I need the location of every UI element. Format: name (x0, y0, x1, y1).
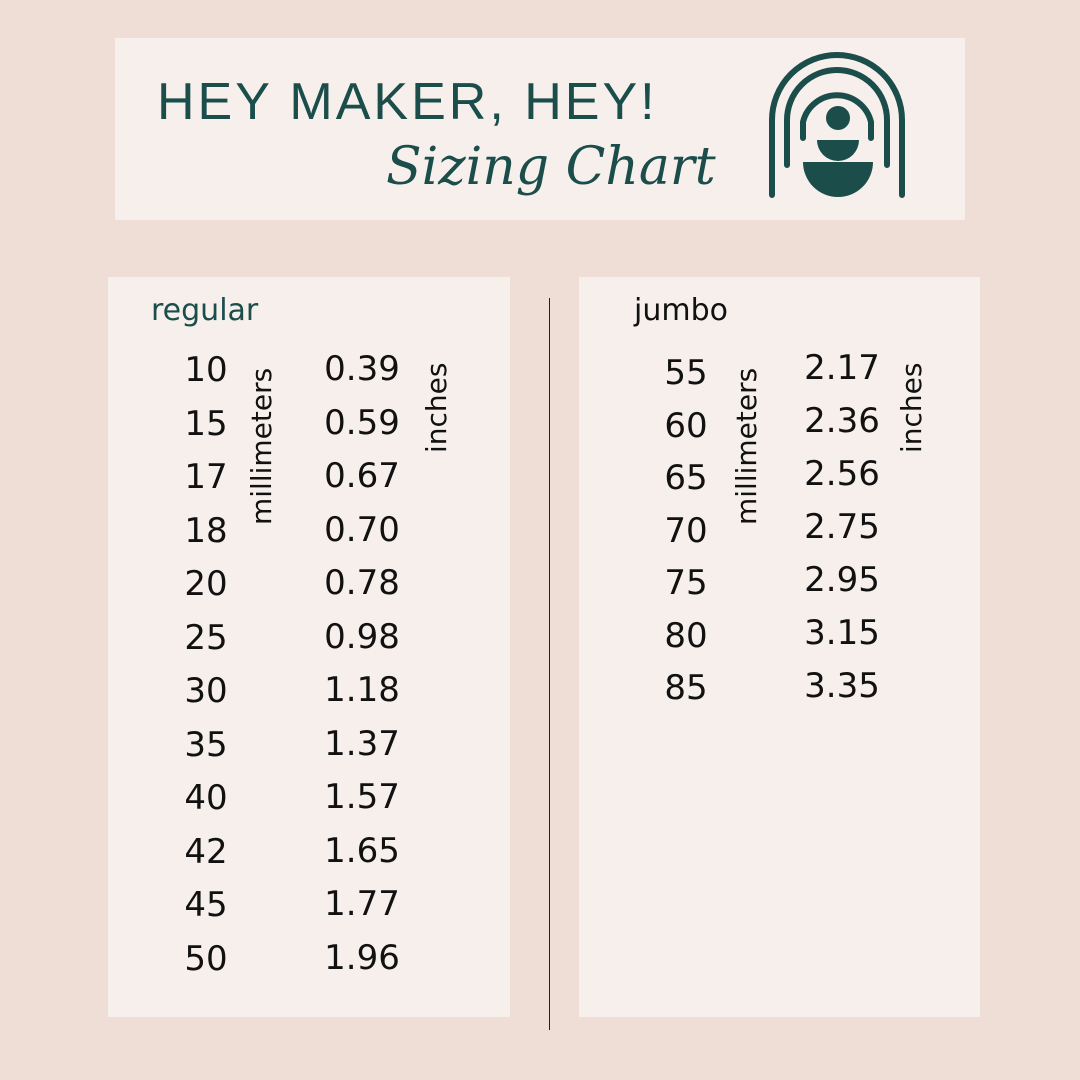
regular-panel (108, 277, 510, 1017)
arch-logo-icon (769, 52, 905, 198)
jumbo-inches-value: 2.75 (804, 507, 880, 547)
regular-inches-value: 0.39 (324, 349, 400, 389)
jumbo-mm-value: 80 (664, 615, 708, 656)
regular-mm-value: 35 (184, 724, 228, 765)
jumbo-mm-value: 65 (664, 458, 708, 498)
jumbo-title: jumbo (634, 293, 728, 328)
jumbo-mm-value: 55 (664, 353, 708, 393)
jumbo-inches-value: 2.17 (804, 348, 880, 388)
regular-inches-value: 0.78 (324, 563, 400, 603)
jumbo-inches-value: 3.15 (804, 613, 880, 653)
jumbo-inches-value: 2.56 (804, 454, 880, 494)
regular-inches-value: 1.57 (324, 777, 400, 817)
jumbo-mm-value: 70 (664, 510, 708, 551)
regular-inches-value: 1.96 (324, 937, 400, 978)
regular-inches-value: 1.65 (324, 830, 400, 871)
divider (549, 298, 550, 1030)
regular-mm-value: 50 (184, 938, 228, 979)
jumbo-in-label: inches (895, 362, 928, 453)
regular-inches-value: 0.67 (324, 456, 400, 496)
regular-inches-value: 1.37 (324, 723, 400, 764)
brand-title: HEY MAKER, HEY! (157, 73, 658, 131)
jumbo-mm-value: 60 (664, 405, 708, 446)
regular-inches-value: 0.59 (324, 402, 400, 443)
jumbo-panel (579, 277, 980, 1017)
jumbo-mm-value: 85 (664, 668, 708, 708)
regular-mm-label: millimeters (245, 367, 278, 525)
regular-mm-value: 30 (184, 671, 228, 711)
regular-mm-value: 17 (184, 457, 228, 497)
jumbo-inches-value: 2.95 (804, 560, 880, 600)
regular-mm-value: 40 (184, 778, 228, 818)
regular-title: regular (151, 293, 259, 328)
regular-in-label: inches (420, 362, 453, 453)
regular-mm-value: 20 (184, 564, 228, 604)
chart-subtitle: Sizing Chart (386, 137, 716, 197)
jumbo-inches-value: 3.35 (804, 666, 880, 706)
regular-mm-value: 10 (184, 350, 228, 390)
regular-mm-value: 45 (184, 885, 228, 925)
regular-inches-value: 0.70 (324, 509, 400, 550)
regular-mm-value: 15 (184, 403, 228, 444)
regular-inches-value: 1.18 (324, 670, 400, 710)
regular-inches-value: 0.98 (324, 616, 400, 657)
regular-mm-value: 42 (184, 831, 228, 872)
regular-mm-value: 18 (184, 510, 228, 551)
jumbo-mm-value: 75 (664, 563, 708, 603)
regular-mm-value: 25 (184, 617, 228, 658)
regular-inches-value: 1.77 (324, 884, 400, 924)
jumbo-inches-value: 2.36 (804, 401, 880, 441)
